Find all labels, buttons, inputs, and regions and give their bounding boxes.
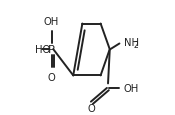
Text: P: P (48, 45, 55, 55)
Text: OH: OH (124, 83, 139, 93)
Text: O: O (48, 72, 55, 82)
Text: O: O (87, 103, 95, 113)
Text: OH: OH (44, 17, 59, 27)
Text: 2: 2 (134, 41, 138, 50)
Text: NH: NH (124, 37, 139, 47)
Text: HO: HO (35, 45, 50, 55)
